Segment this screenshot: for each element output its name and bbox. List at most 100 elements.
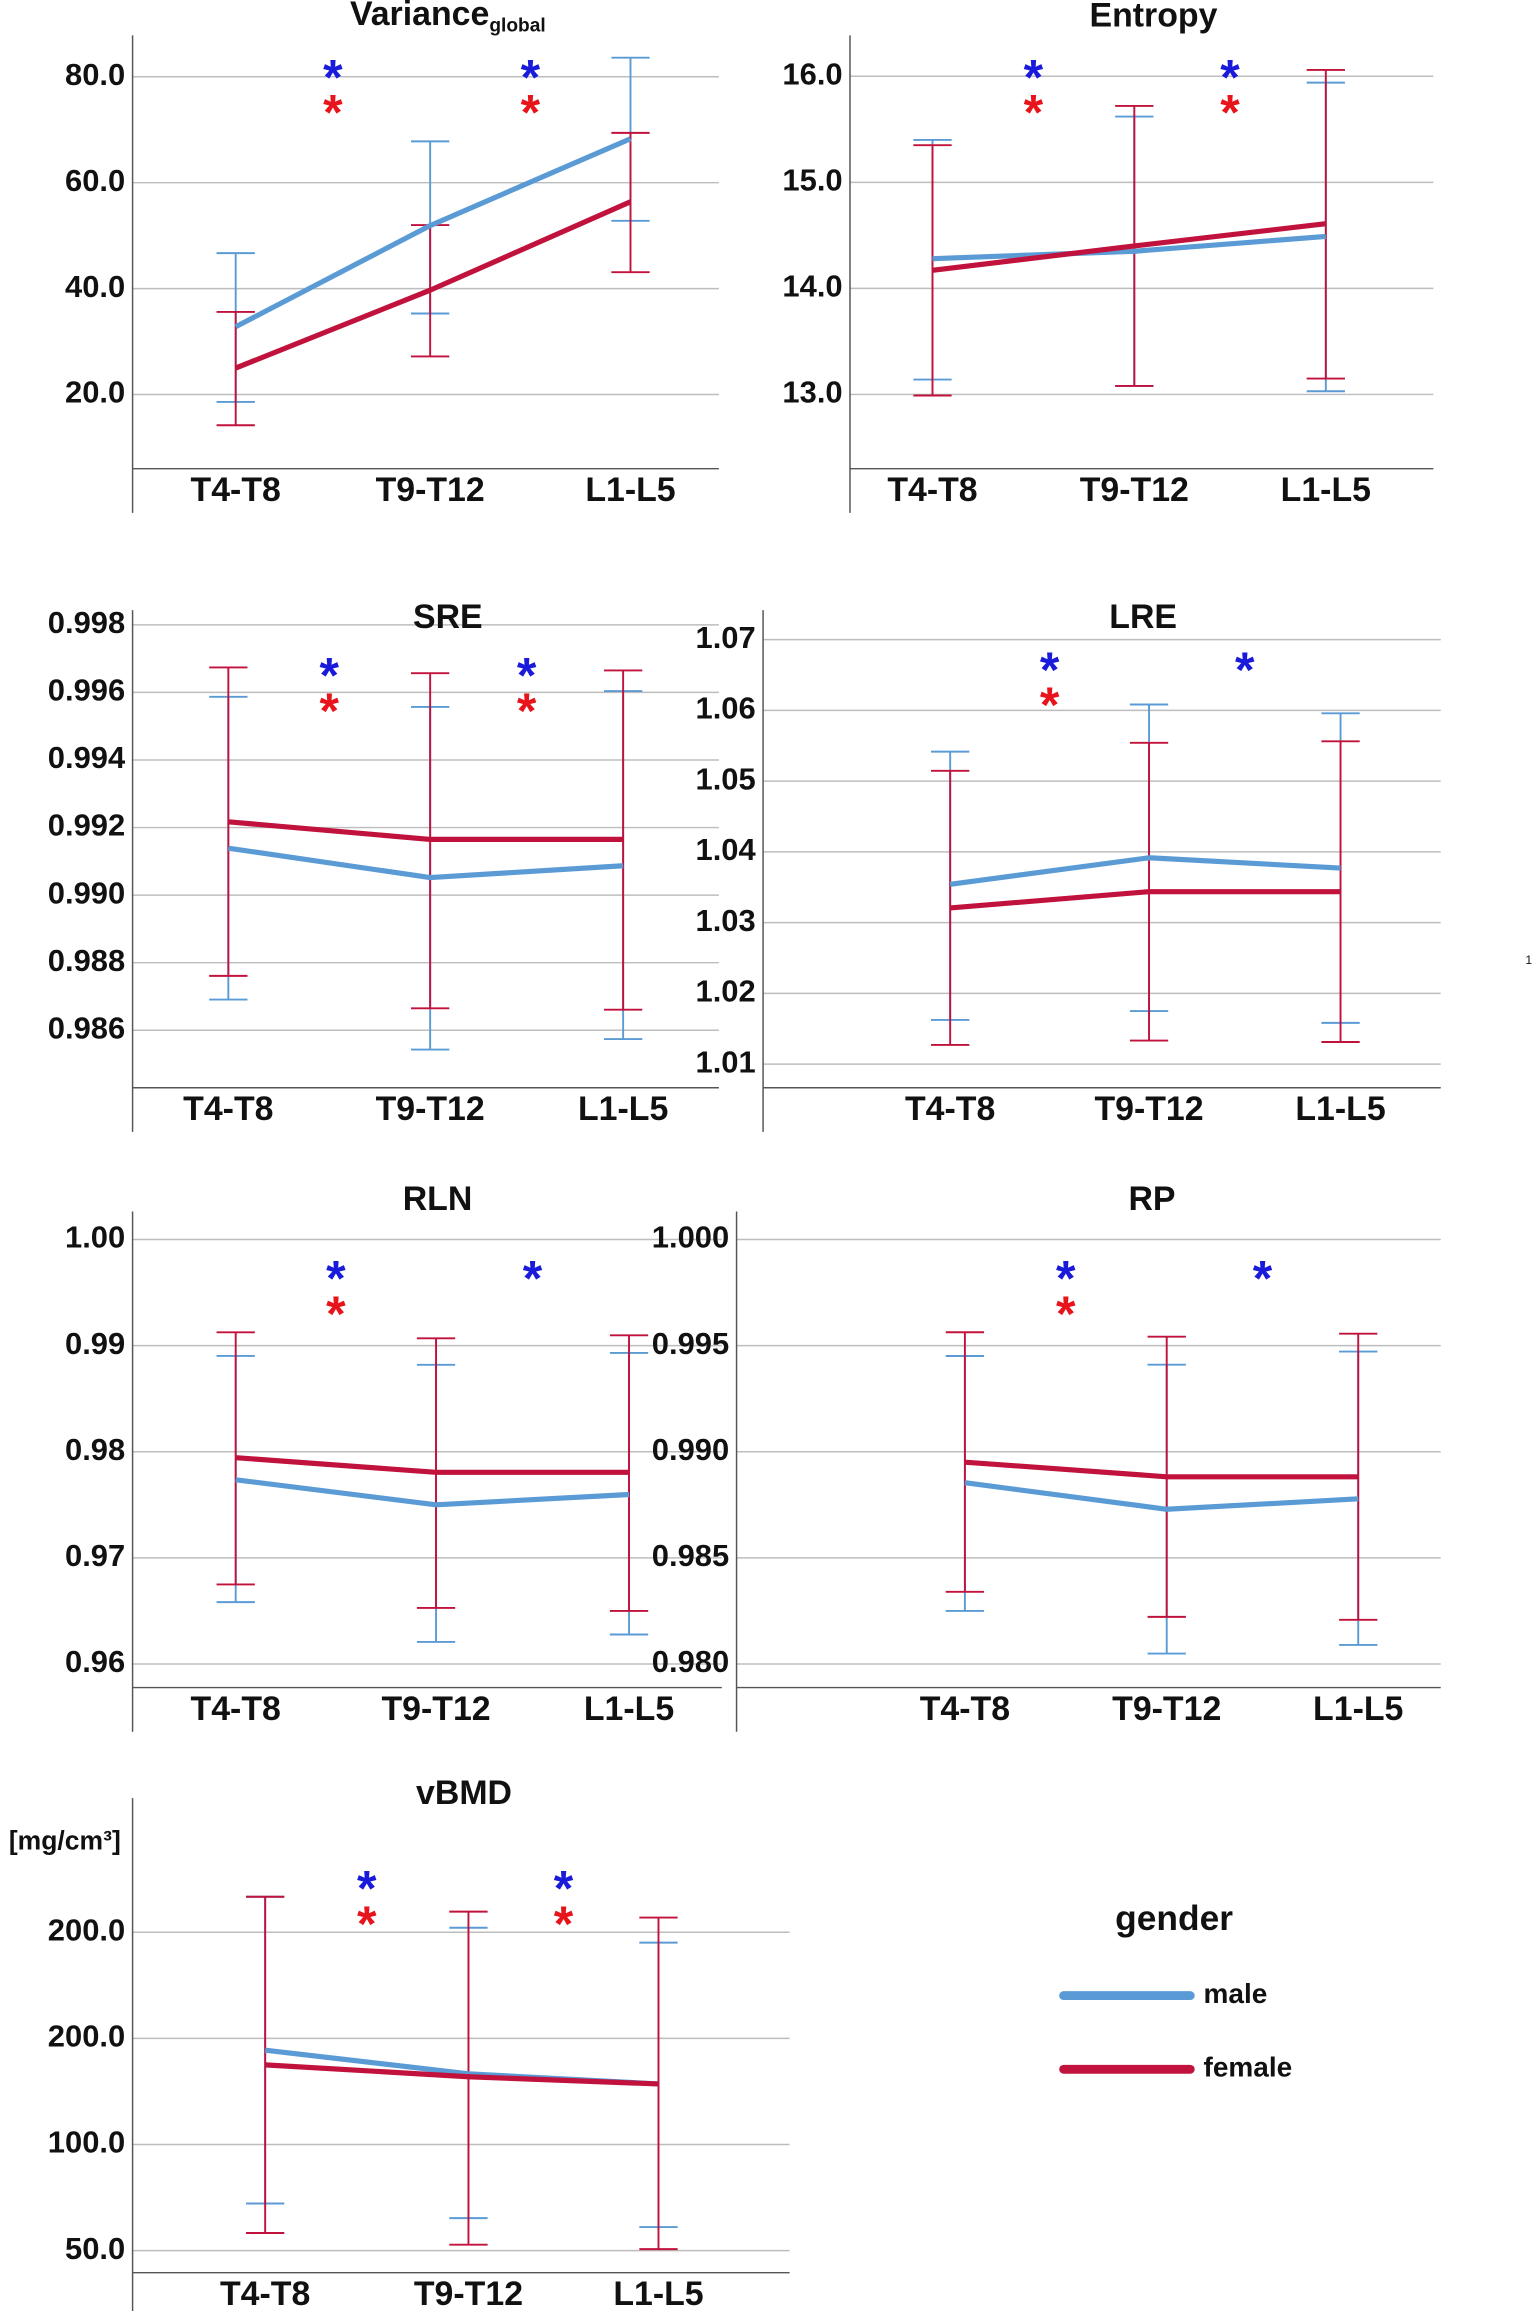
- x-tick-label: T9-T12: [376, 471, 485, 509]
- chart-title: SRE: [413, 598, 483, 636]
- chart-title: LRE: [1109, 598, 1177, 636]
- y-tick-label: 0.994: [48, 740, 126, 775]
- x-tick-label: T9-T12: [1080, 471, 1189, 509]
- significance-marker: *: [1056, 1250, 1076, 1306]
- x-tick-label: T4-T8: [920, 1690, 1010, 1728]
- significance-marker: *: [521, 85, 541, 141]
- title-text: RLN: [403, 1180, 473, 1218]
- chart-title: RLN: [403, 1180, 473, 1218]
- x-tick-label: T9-T12: [414, 2275, 523, 2311]
- y-tick-label: 1.06: [696, 691, 756, 726]
- significance-marker: *: [1220, 85, 1240, 141]
- series-line: [932, 233, 1327, 262]
- y-tick-label: 200.0: [48, 2019, 125, 2054]
- chart-title: RP: [1128, 1180, 1175, 1218]
- y-tick-label: 14.0: [782, 269, 842, 304]
- title-text: RP: [1128, 1180, 1175, 1218]
- series-line: [228, 819, 624, 842]
- y-tick-label: 0.96: [65, 1644, 125, 1679]
- series-line: [235, 1455, 630, 1475]
- y-tick-label: 20.0: [65, 375, 125, 410]
- y-tick-label: 0.98: [65, 1432, 125, 1467]
- x-tick-label: L1-L5: [1313, 1690, 1403, 1728]
- y-tick-label: 1.02: [696, 974, 756, 1009]
- title-text: Entropy: [1089, 0, 1217, 35]
- y-tick-label: 80.0: [65, 57, 125, 92]
- y-tick-label: 0.992: [48, 808, 125, 843]
- series-line: [234, 199, 632, 371]
- y-tick-label: 0.980: [652, 1644, 729, 1679]
- y-tick-label: 1.07: [696, 620, 756, 655]
- y-tick-label: 100.0: [48, 2125, 125, 2160]
- y-tick-label: 0.986: [48, 1010, 125, 1045]
- significance-marker: *: [319, 648, 339, 704]
- chart-title: Entropy: [1089, 0, 1217, 35]
- significance-marker: *: [326, 1286, 346, 1342]
- y-tick-label: 1.01: [696, 1044, 756, 1079]
- y-tick-label: 1.05: [696, 761, 756, 796]
- y-tick-label: 1.03: [696, 903, 756, 938]
- x-tick-label: T9-T12: [1094, 1090, 1203, 1128]
- series-line: [949, 889, 1341, 911]
- y-tick-label: 60.0: [65, 163, 125, 198]
- significance-marker: *: [1024, 49, 1044, 105]
- y-tick-label: 16.0: [782, 56, 842, 91]
- significance-marker: *: [1024, 85, 1044, 141]
- series-line: [265, 2062, 659, 2087]
- y-tick-label: 1.000: [652, 1220, 729, 1255]
- chart-title: Varianceglobal: [350, 0, 546, 37]
- significance-marker: *: [1056, 1286, 1076, 1342]
- significance-marker: *: [523, 1250, 543, 1306]
- y-tick-label: 40.0: [65, 269, 125, 304]
- significance-marker: *: [1253, 1250, 1273, 1306]
- significance-marker: *: [517, 648, 537, 704]
- page-marker: 1: [1526, 954, 1533, 967]
- legend-title: gender: [1115, 1899, 1233, 1938]
- significance-marker: *: [1040, 677, 1060, 733]
- y-tick-label: 0.988: [48, 943, 125, 978]
- y-tick-label: 0.990: [48, 875, 125, 910]
- chart-title: vBMD: [416, 1774, 512, 1812]
- x-tick-label: L1-L5: [578, 1090, 668, 1128]
- title-subscript: global: [489, 16, 545, 37]
- y-tick-label: 0.998: [48, 605, 125, 640]
- x-tick-label: T4-T8: [191, 1690, 281, 1728]
- series-line: [949, 855, 1341, 887]
- significance-marker: *: [554, 1861, 574, 1917]
- x-tick-label: L1-L5: [1295, 1090, 1385, 1128]
- x-tick-label: T4-T8: [905, 1090, 995, 1128]
- significance-marker: *: [319, 683, 339, 739]
- y-tick-label: 200.0: [48, 1912, 125, 1947]
- x-tick-label: T4-T8: [183, 1090, 273, 1128]
- title-text: LRE: [1109, 598, 1177, 636]
- significance-marker: *: [1220, 49, 1240, 105]
- significance-marker: *: [357, 1896, 377, 1952]
- x-tick-label: L1-L5: [584, 1690, 674, 1728]
- significance-marker: *: [1040, 642, 1060, 698]
- legend-label: female: [1204, 2052, 1293, 2083]
- title-text: Variance: [350, 0, 489, 33]
- y-axis-label: [mg/cm³]: [9, 1825, 121, 1855]
- x-tick-label: L1-L5: [613, 2275, 703, 2311]
- y-tick-label: 13.0: [782, 375, 842, 410]
- significance-marker: *: [326, 1250, 346, 1306]
- significance-marker: *: [554, 1896, 574, 1952]
- legend-label: male: [1204, 1978, 1268, 2009]
- series-line: [235, 1477, 630, 1508]
- x-tick-label: T9-T12: [376, 1090, 485, 1128]
- series-line: [932, 221, 1327, 273]
- significance-marker: *: [323, 49, 343, 105]
- x-tick-label: T4-T8: [887, 471, 977, 509]
- significance-marker: *: [517, 683, 537, 739]
- y-tick-label: 0.990: [652, 1432, 729, 1467]
- y-tick-label: 0.985: [652, 1538, 729, 1573]
- x-tick-label: L1-L5: [585, 471, 675, 509]
- significance-marker: *: [357, 1861, 377, 1917]
- y-tick-label: 1.04: [696, 832, 757, 867]
- title-text: SRE: [413, 598, 483, 636]
- significance-marker: *: [1235, 642, 1255, 698]
- x-tick-label: T4-T8: [220, 2275, 310, 2311]
- title-text: vBMD: [416, 1774, 512, 1812]
- series-line: [234, 136, 632, 330]
